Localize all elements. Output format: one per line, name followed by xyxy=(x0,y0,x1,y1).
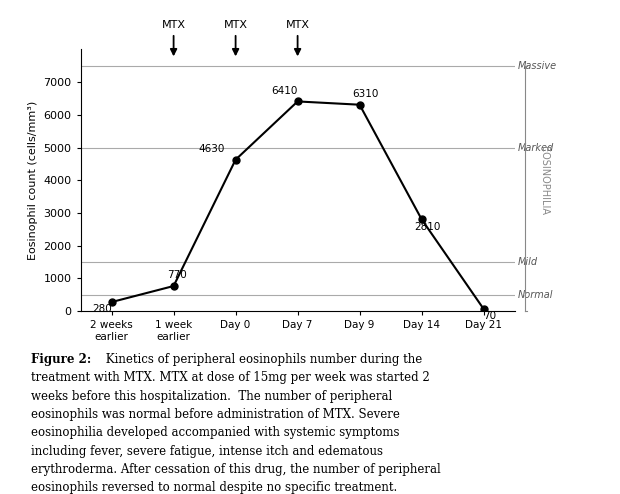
Text: Marked: Marked xyxy=(518,143,554,153)
Text: 770: 770 xyxy=(167,270,187,280)
Text: eosinophilia developed accompanied with systemic symptoms: eosinophilia developed accompanied with … xyxy=(31,426,399,439)
Text: weeks before this hospitalization.  The number of peripheral: weeks before this hospitalization. The n… xyxy=(31,390,392,403)
Text: MTX: MTX xyxy=(286,20,309,30)
Text: Normal: Normal xyxy=(518,290,553,300)
Text: Mild: Mild xyxy=(518,257,538,267)
Text: erythroderma. After cessation of this drug, the number of peripheral: erythroderma. After cessation of this dr… xyxy=(31,463,441,476)
Y-axis label: Eosinophil count (cells/mm³): Eosinophil count (cells/mm³) xyxy=(28,101,38,260)
Text: eosinophils was normal before administration of MTX. Severe: eosinophils was normal before administra… xyxy=(31,408,400,421)
Text: Kinetics of peripheral eosinophils number during the: Kinetics of peripheral eosinophils numbe… xyxy=(102,353,423,366)
Text: 2810: 2810 xyxy=(415,222,441,232)
Text: EOSINOPHILIA: EOSINOPHILIA xyxy=(539,146,549,215)
Text: eosinophils reversed to normal despite no specific treatment.: eosinophils reversed to normal despite n… xyxy=(31,481,397,494)
Text: 6310: 6310 xyxy=(353,89,379,99)
Text: 280: 280 xyxy=(92,303,112,314)
Text: 4630: 4630 xyxy=(199,144,225,154)
Text: 6410: 6410 xyxy=(271,85,297,95)
Text: Figure 2:: Figure 2: xyxy=(31,353,91,366)
Text: including fever, severe fatigue, intense itch and edematous: including fever, severe fatigue, intense… xyxy=(31,445,383,457)
Text: Massive: Massive xyxy=(518,61,557,71)
Text: MTX: MTX xyxy=(224,20,247,30)
Text: 70: 70 xyxy=(483,311,497,322)
Text: treatment with MTX. MTX at dose of 15mg per week was started 2: treatment with MTX. MTX at dose of 15mg … xyxy=(31,371,430,384)
Text: MTX: MTX xyxy=(162,20,185,30)
